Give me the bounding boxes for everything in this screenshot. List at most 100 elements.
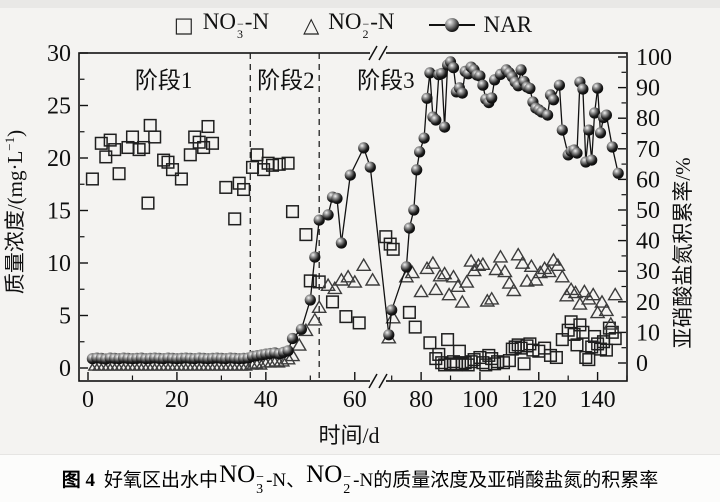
nar-point [556,124,568,136]
nar-point [474,70,486,82]
tick-label: 0 [636,351,648,377]
tick-label: 15 [47,199,71,225]
tick-label: 40 [636,229,660,255]
no3n-point [408,320,422,334]
legend-label-no3n: NO −3 -N [202,9,270,41]
no3n-point [582,353,596,367]
tick-label: 60 [636,167,660,193]
plot-frame [78,52,628,382]
figure-number: 图 4 [61,470,96,491]
no2n-point [580,291,597,305]
tick-label: 25 [47,94,71,120]
no2n-point [454,294,471,308]
axis-break-slash [368,45,378,61]
no2n-point [602,316,619,330]
nar-point [571,147,583,159]
no3n-point [99,150,113,164]
legend-label-no2n: NO −2 -N [328,9,395,41]
tick-label: 40 [254,387,278,413]
no3n-point [564,315,578,329]
no2n-point [203,362,213,371]
tick-label: 10 [47,251,71,277]
no2n-point [519,273,535,287]
no2n-point [550,257,566,271]
tick-label: 140 [580,387,616,413]
no2n-point [277,355,291,367]
no2n-point [364,272,381,286]
stage-labels: 阶段1 阶段2 阶段3 [135,68,415,93]
figure-caption: 图 4 好氧区出水中 NO −3 -N、 NO −2 -N的质量浓度及亚硝酸盐氮的积… [0,454,720,502]
square-marker-icon: □ [173,12,194,37]
no3n-point [141,196,155,210]
no3n-point [608,332,622,346]
no3n-point [161,155,175,169]
no2n-point [492,249,509,263]
no3n-point [197,140,211,155]
no2n-point [385,310,402,324]
no3n-point [488,357,502,371]
nar-point [335,237,347,249]
no3n-point [379,230,393,244]
x-axis-label: 时间/d [318,423,379,448]
no3n-point [441,333,455,347]
no2n-point [87,362,98,371]
no3n-point [339,310,353,324]
nar-point [583,124,595,136]
y-right-axis-label: 亚硝酸盐氮积累率/% [671,157,695,348]
no2n-point [145,362,156,371]
nar-point [344,169,356,181]
no3n-point [183,148,197,162]
nar-point [364,161,376,173]
no3n-point [85,172,99,186]
no2n-point [432,268,449,282]
no2n-point [501,275,518,289]
no2n-point [475,256,491,270]
no2n-point [483,291,500,305]
no3n-series [85,118,622,372]
nar-point [577,83,589,95]
nar-point [606,141,618,153]
nar-point [408,204,420,216]
axis-break-marks [368,45,388,389]
tick-label: 60 [343,387,367,413]
nar-point [456,87,468,99]
no2n-point [594,294,610,308]
nar-point [286,332,299,345]
no2n-point [326,280,343,295]
nar-point [411,164,423,176]
nar-line-marker-icon [428,18,475,32]
no3n-point [148,130,162,144]
tick-label: 20 [165,387,189,413]
nar-point [436,67,448,80]
nar-point [304,294,316,306]
no3n-point [132,143,146,157]
tick-label: 100 [636,45,672,71]
no2n-point [607,287,624,301]
nar-point [547,94,560,106]
nar-point [383,329,395,341]
legend-item-nar: NAR [428,12,533,38]
nar-point [358,142,370,154]
no2n-point [479,293,496,307]
no2n-point [497,264,513,278]
no3n-point [112,167,126,181]
tick-label: 30 [47,41,71,67]
no3n-point [573,318,587,332]
no2n-point [320,277,336,291]
caption-text: -N、 [266,470,306,491]
nar-point [477,79,489,91]
axis-break-slash [368,373,378,389]
tick-label: 120 [521,387,557,413]
no2n-point [589,305,606,319]
nar-point [282,345,294,357]
nar-point [592,82,604,94]
no3n-point [517,357,531,371]
no2n-point [505,282,522,297]
no2n-point [527,272,544,286]
no3n-point [237,182,251,197]
legend-label-nar: NAR [483,12,533,37]
no3n-point [125,130,140,144]
no3n-point [312,275,326,289]
no2n-point [585,287,602,301]
no2n-point [425,255,441,269]
